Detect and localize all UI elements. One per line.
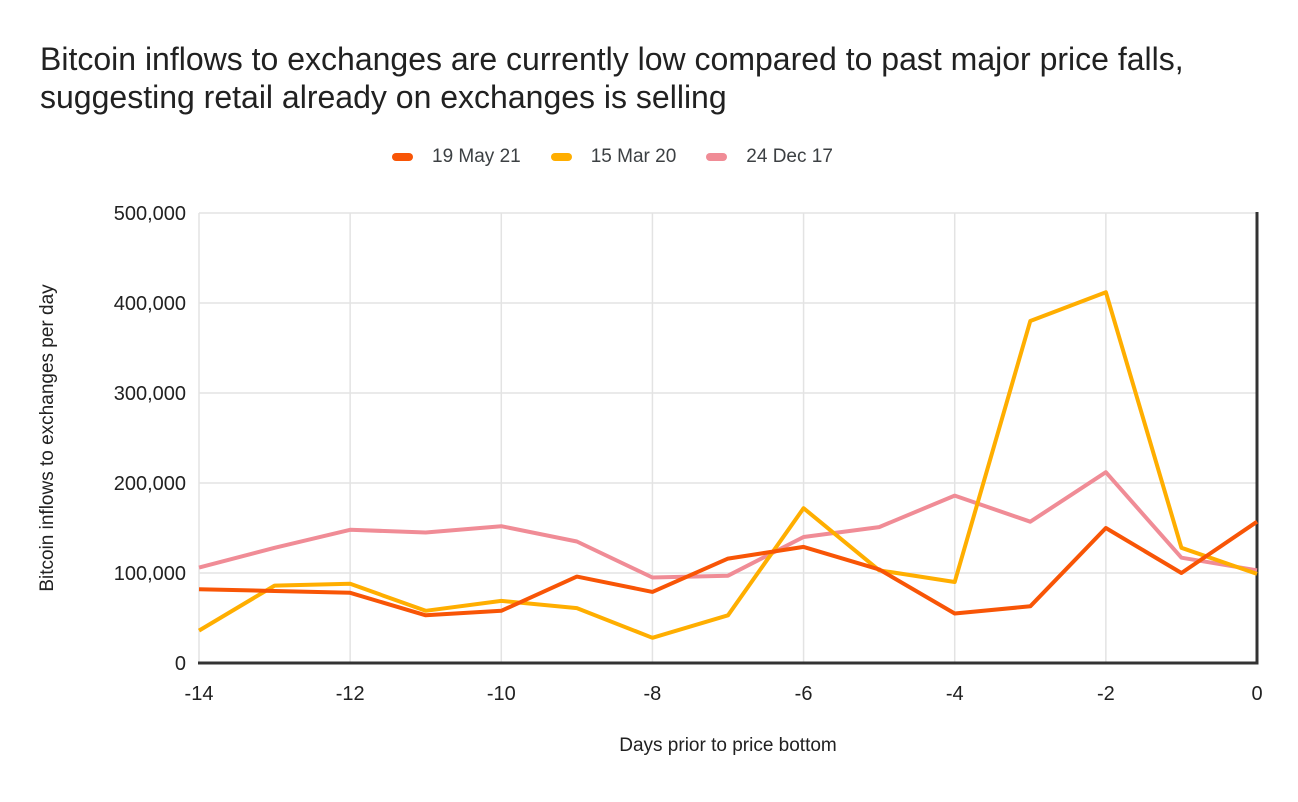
chart-title: Bitcoin inflows to exchanges are current… (40, 41, 1184, 115)
y-tick-label: 200,000 (114, 473, 186, 495)
y-tick-label: 0 (175, 653, 186, 675)
x-tick-label: 0 (1251, 683, 1262, 705)
legend-label: 24 Dec 17 (746, 146, 833, 167)
legend-label: 19 May 21 (432, 146, 521, 167)
legend-swatch-15-mar-20 (550, 153, 572, 161)
legend-swatch-19-may-21 (392, 153, 413, 161)
x-tick-label: -2 (1097, 683, 1115, 705)
y-tick-label: 300,000 (114, 383, 186, 405)
x-tick-label: -4 (946, 683, 964, 705)
legend-label: 15 Mar 20 (590, 146, 677, 167)
legend-item-19-may-21: 19 May 21 (392, 146, 521, 168)
chart-legend: 19 May 21 15 Mar 20 24 Dec 17 (392, 146, 833, 168)
x-axis-title: Days prior to price bottom (619, 735, 837, 756)
legend-swatch-24-dec-17 (706, 153, 728, 161)
x-tick-label: -10 (487, 683, 516, 705)
x-tick-label: -8 (644, 683, 662, 705)
series-line-15-mar-20 (197, 290, 1258, 640)
series-line-24-dec-17 (198, 470, 1258, 580)
y-axis-title: Bitcoin inflows to exchanges per day (37, 284, 58, 592)
y-tick-label: 100,000 (114, 563, 186, 585)
x-tick-label: -12 (336, 683, 365, 705)
legend-item-15-mar-20: 15 Mar 20 (550, 146, 677, 168)
y-tick-label: 400,000 (114, 293, 186, 315)
y-tick-label: 500,000 (114, 203, 186, 225)
x-tick-label: -14 (185, 683, 214, 705)
series-line-19-may-21 (198, 520, 1259, 618)
x-tick-label: -6 (795, 683, 813, 705)
legend-item-24-dec-17: 24 Dec 17 (706, 146, 833, 168)
